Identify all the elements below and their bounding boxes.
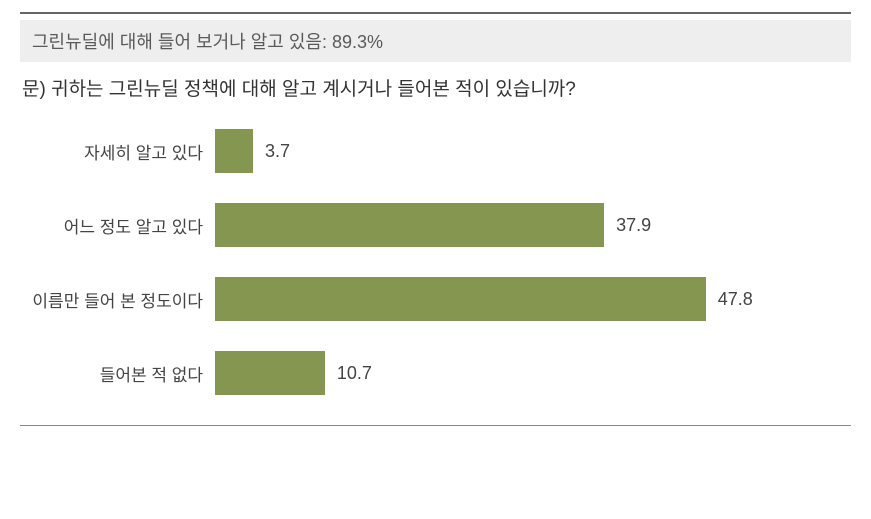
bar-label: 들어본 적 없다	[20, 361, 215, 386]
bottom-divider	[20, 425, 851, 426]
survey-chart-container: 그린뉴딜에 대해 들어 보거나 알고 있음: 89.3% 문) 귀하는 그린뉴딜…	[0, 0, 871, 519]
bar-row: 이름만 들어 본 정도이다 47.8	[20, 277, 831, 321]
bar-row: 들어본 적 없다 10.7	[20, 351, 831, 395]
top-divider	[20, 12, 851, 14]
bar-track: 10.7	[215, 351, 831, 395]
bar-label: 이름만 들어 본 정도이다	[20, 287, 215, 312]
bar-value: 47.8	[706, 289, 753, 310]
question-text: 문) 귀하는 그린뉴딜 정책에 대해 알고 계시거나 들어본 적이 있습니까?	[20, 70, 851, 129]
bar-row: 자세히 알고 있다 3.7	[20, 129, 831, 173]
bar-track: 47.8	[215, 277, 831, 321]
bar-label: 어느 정도 알고 있다	[20, 213, 215, 238]
bar	[215, 203, 604, 247]
bar-chart: 자세히 알고 있다 3.7 어느 정도 알고 있다 37.9 이름만 들어 본 …	[20, 129, 851, 395]
bar	[215, 351, 325, 395]
header-banner: 그린뉴딜에 대해 들어 보거나 알고 있음: 89.3%	[20, 20, 851, 62]
bar	[215, 129, 253, 173]
bar-value: 10.7	[325, 363, 372, 384]
bar-row: 어느 정도 알고 있다 37.9	[20, 203, 831, 247]
bar-label: 자세히 알고 있다	[20, 139, 215, 164]
bar-track: 3.7	[215, 129, 831, 173]
bar	[215, 277, 706, 321]
bar-track: 37.9	[215, 203, 831, 247]
bar-value: 37.9	[604, 215, 651, 236]
header-banner-text: 그린뉴딜에 대해 들어 보거나 알고 있음: 89.3%	[32, 32, 383, 52]
bar-value: 3.7	[253, 141, 290, 162]
